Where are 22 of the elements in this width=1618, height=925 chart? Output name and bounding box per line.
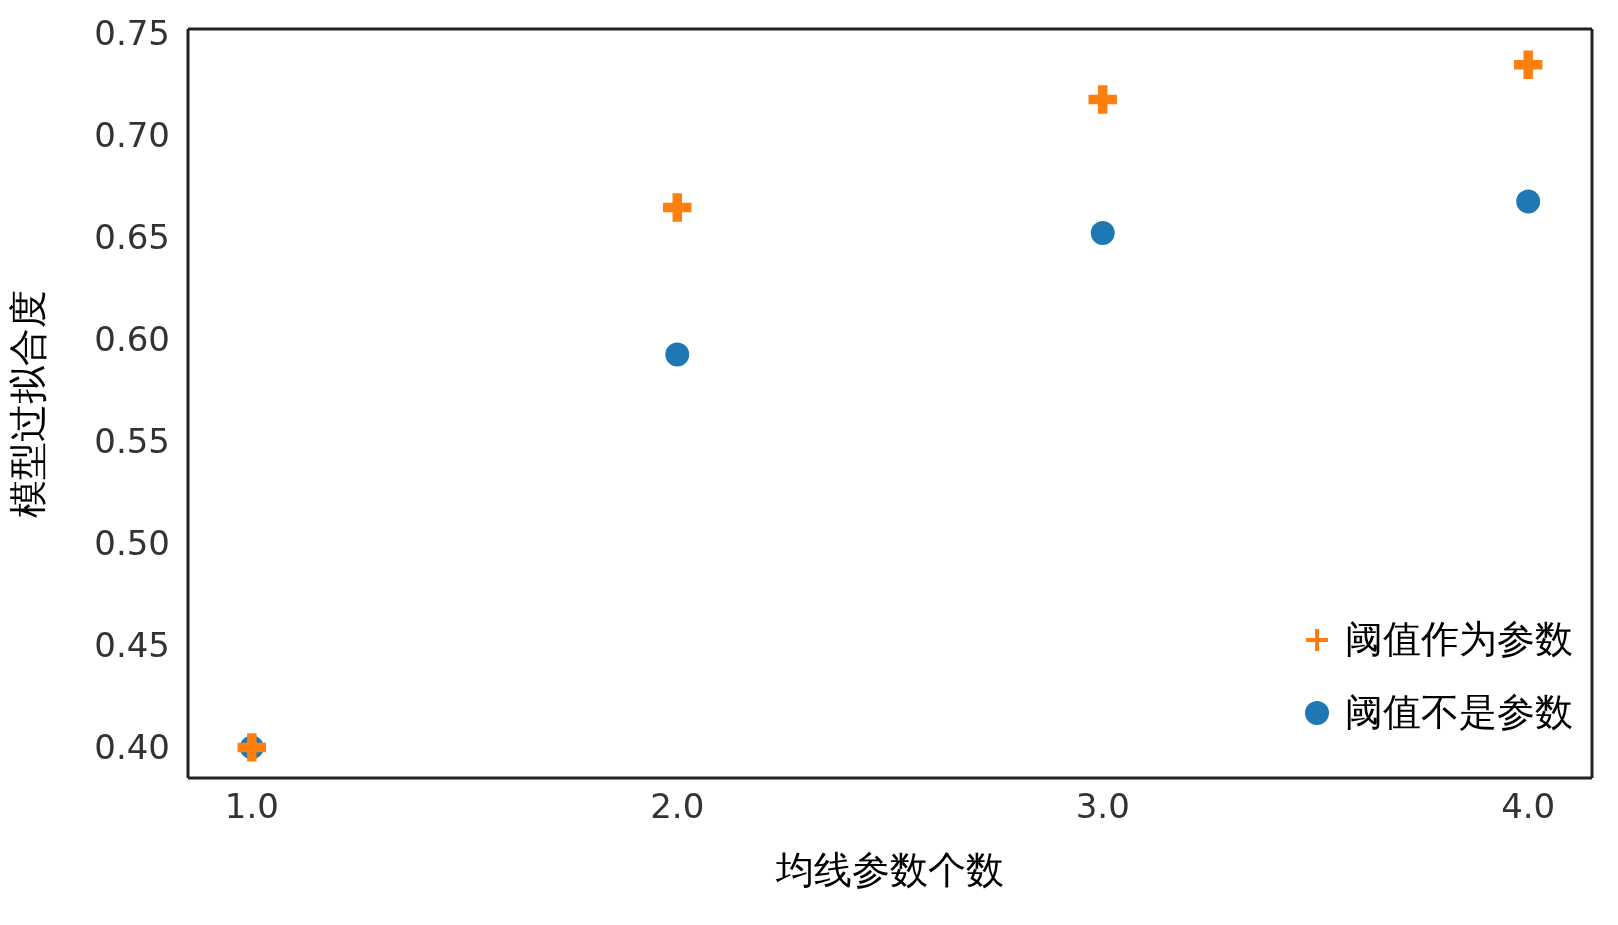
y-tick-label: 0.75 — [94, 13, 170, 54]
point — [1090, 221, 1115, 246]
x-axis-title: 均线参数个数 — [775, 848, 1004, 892]
point — [1513, 50, 1543, 79]
y-tick-label: 0.55 — [94, 421, 170, 462]
y-tick-label: 0.50 — [94, 523, 170, 564]
point — [1516, 189, 1541, 214]
point — [663, 193, 692, 222]
point — [1088, 85, 1117, 114]
x-tick-label: 3.0 — [1075, 786, 1130, 827]
x-tick-label: 1.0 — [224, 786, 279, 827]
y-tick-label: 0.45 — [94, 625, 170, 666]
point — [665, 342, 690, 367]
y-tick-label: 0.60 — [94, 319, 170, 360]
x-tick-label: 2.0 — [650, 786, 705, 827]
y-tick-label: 0.40 — [94, 727, 170, 768]
x-tick-label: 4.0 — [1501, 786, 1556, 827]
y-tick-label: 0.65 — [94, 217, 170, 258]
legend-label: 阈值作为参数 — [1345, 616, 1573, 663]
legend-label: 阈值不是参数 — [1345, 689, 1573, 736]
y-axis-title: 模型过拟合度 — [6, 289, 51, 518]
y-tick-label: 0.70 — [94, 115, 170, 156]
